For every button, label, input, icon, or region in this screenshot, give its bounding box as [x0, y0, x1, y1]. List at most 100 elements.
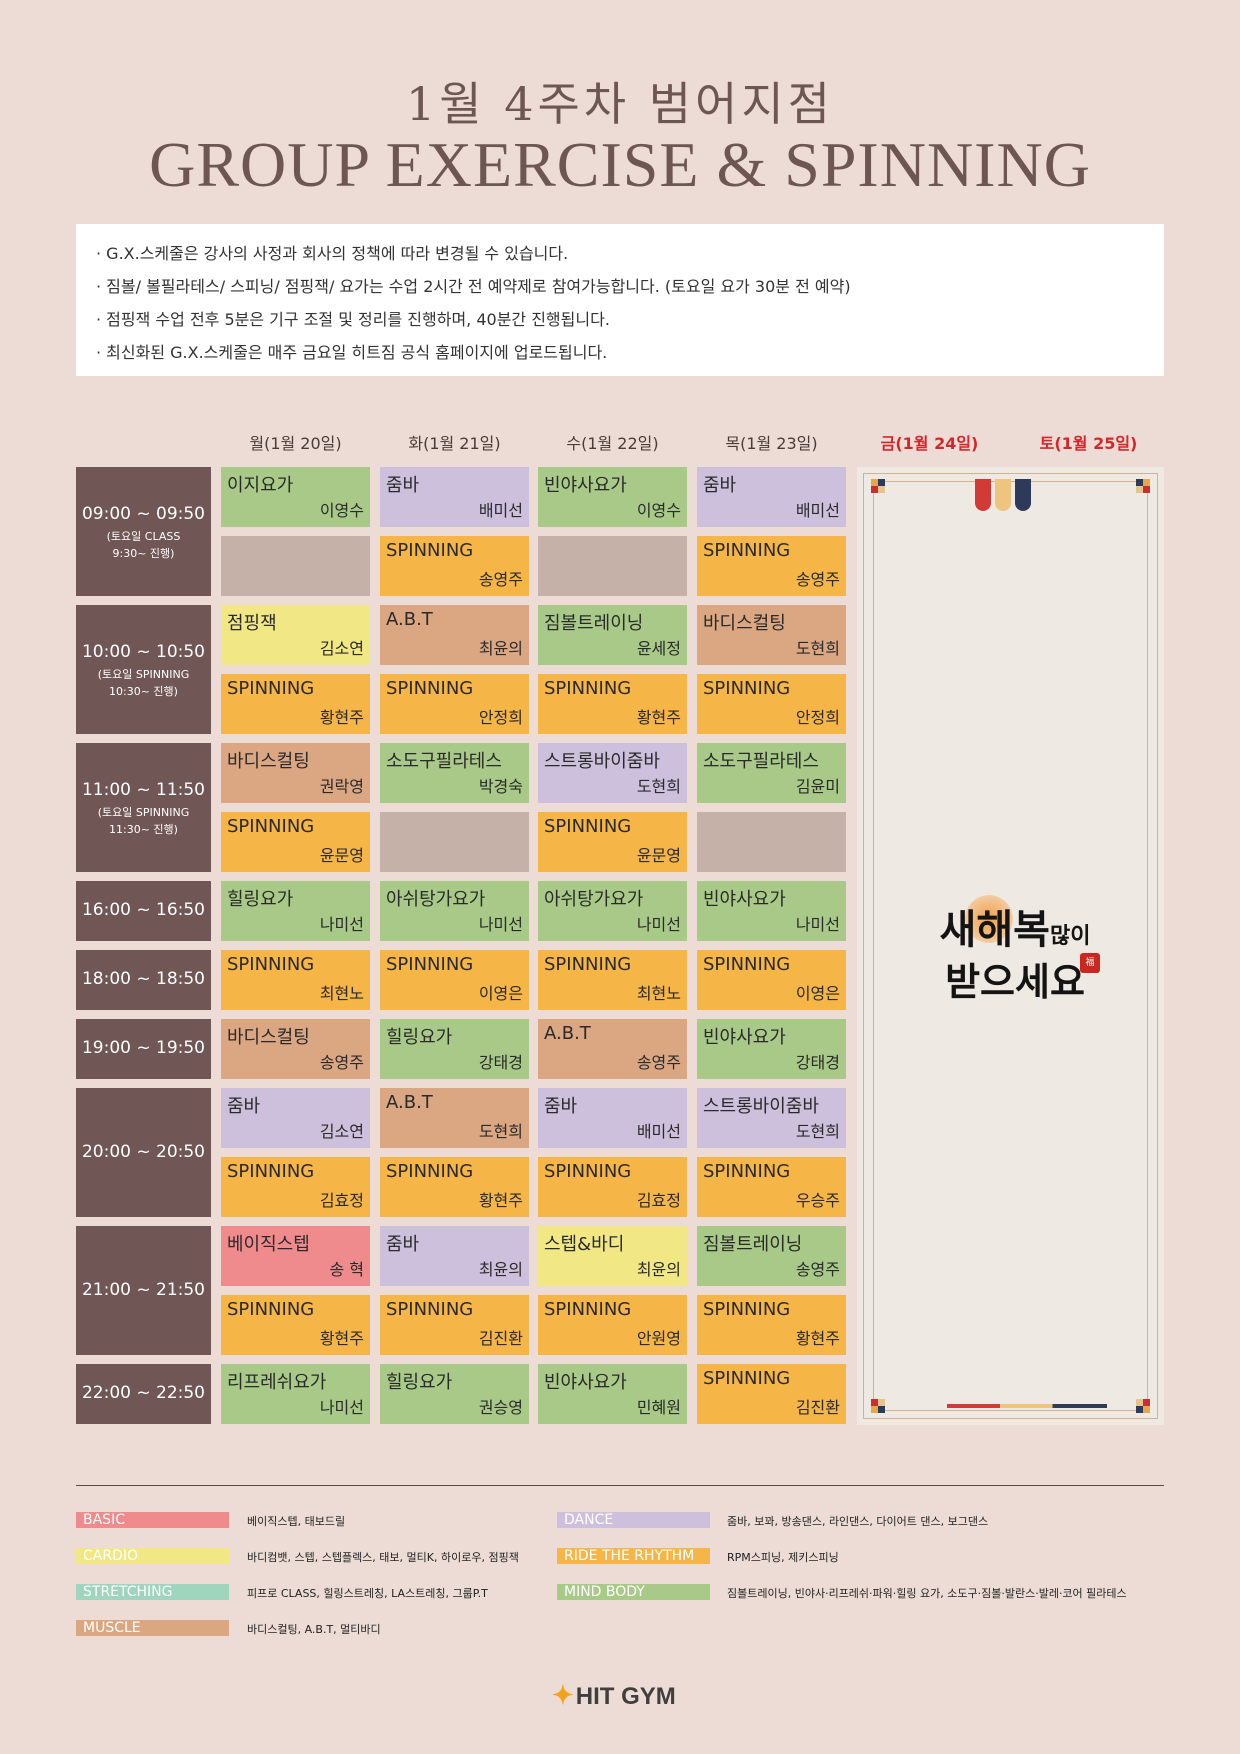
instructor-name: 황현주 [795, 1329, 840, 1348]
empty-cell [380, 812, 529, 872]
instructor-name: 나미선 [319, 915, 364, 934]
time-note: 10:30~ 진행) [109, 684, 178, 698]
class-cell: SPINNING 황현주 [538, 674, 687, 734]
class-name: SPINNING [227, 816, 315, 837]
instructor-name: 김소연 [319, 1122, 364, 1141]
class-name: 바디스컬팅 [227, 751, 310, 772]
class-cell: 빈야사요가 이영수 [538, 467, 687, 527]
time-label: 22:00 ~ 22:50 [81, 1383, 206, 1403]
holiday-panel: 새해복많이 받으세요 福 [857, 467, 1164, 1425]
instructor-name: 송영주 [319, 1053, 364, 1072]
legend-description: RPM스피닝, 제키스피닝 [727, 1551, 839, 1564]
instructor-name: 우승주 [795, 1191, 840, 1210]
class-name: SPINNING [544, 678, 632, 699]
class-cell: SPINNING 안정희 [380, 674, 529, 734]
instructor-name: 윤세정 [636, 639, 681, 658]
instructor-name: 김진환 [795, 1398, 840, 1417]
time-block: 21:00 ~ 21:50 [76, 1226, 211, 1355]
legend-description: 바디컴뱃, 스텝, 스텝플렉스, 태보, 멀티K, 하이로우, 점핑잭 [247, 1551, 519, 1564]
time-label: 18:00 ~ 18:50 [81, 969, 206, 989]
instructor-name: 이영수 [319, 501, 364, 520]
logo-text: HIT GYM [575, 1683, 676, 1710]
time-label: 16:00 ~ 16:50 [81, 900, 206, 920]
class-name: 줌바 [544, 1096, 578, 1117]
class-name: 이지요가 [227, 475, 294, 496]
class-cell: 힐링요가 나미선 [221, 881, 370, 941]
time-block: 10:00 ~ 10:50 (토요일 SPINNING 10:30~ 진행) [76, 605, 211, 734]
class-name: 줌바 [227, 1096, 261, 1117]
class-cell: A.B.T 송영주 [538, 1019, 687, 1079]
instructor-name: 도현희 [478, 1122, 523, 1141]
time-block: 22:00 ~ 22:50 [76, 1364, 211, 1424]
time-label: 21:00 ~ 21:50 [81, 1279, 206, 1300]
instructor-name: 권락영 [319, 777, 364, 796]
instructor-name: 김윤미 [795, 777, 840, 796]
legend-label: STRETCHING [76, 1584, 229, 1600]
instructor-name: 나미선 [478, 915, 523, 934]
instructor-name: 김효정 [636, 1191, 681, 1210]
class-cell: 리프레쉬요가 나미선 [221, 1364, 370, 1424]
class-name: 바디스컬팅 [227, 1027, 310, 1048]
class-name: SPINNING [227, 1161, 315, 1182]
class-name: 소도구필라테스 [386, 751, 502, 772]
notice-line: · 최신화된 G.X.스케줄은 매주 금요일 히트짐 공식 홈페이지에 업로드됩… [96, 343, 608, 362]
time-label: 20:00 ~ 20:50 [81, 1141, 206, 1162]
instructor-name: 나미선 [795, 915, 840, 934]
instructor-name: 최현노 [319, 984, 364, 1003]
class-cell: SPINNING 최현노 [221, 950, 370, 1010]
class-name: SPINNING [703, 540, 791, 561]
class-cell: 줌바 배미선 [538, 1088, 687, 1148]
greeting-line1b: 많이 [1049, 923, 1091, 949]
class-name: SPINNING [544, 1161, 632, 1182]
class-cell: SPINNING 안원영 [538, 1295, 687, 1355]
instructor-name: 도현희 [795, 639, 840, 658]
time-note: 11:30~ 진행) [109, 822, 178, 836]
class-cell: SPINNING 안정희 [697, 674, 846, 734]
class-name: SPINNING [544, 816, 632, 837]
class-name: SPINNING [703, 954, 791, 975]
class-cell: 빈야사요가 강태경 [697, 1019, 846, 1079]
class-cell: SPINNING 윤문영 [221, 812, 370, 872]
day-header-tue: 화(1월 21일) [408, 434, 501, 453]
class-cell: 스트롱바이줌바 도현희 [538, 743, 687, 803]
day-header-mon: 월(1월 20일) [249, 434, 342, 453]
legend-description: 피프로 CLASS, 힐링스트레칭, LA스트레칭, 그룹P.T [247, 1587, 488, 1600]
class-name: 빈야사요가 [544, 475, 627, 496]
class-name: SPINNING [386, 540, 474, 561]
day-header-sat: 토(1월 25일) [1039, 434, 1138, 453]
empty-cell [221, 536, 370, 596]
instructor-name: 안정희 [478, 708, 523, 727]
instructor-name: 박경숙 [478, 777, 523, 796]
instructor-name: 윤문영 [636, 846, 681, 865]
class-cell: 빈야사요가 나미선 [697, 881, 846, 941]
class-name: SPINNING [703, 1161, 791, 1182]
class-cell: 줌바 배미선 [380, 467, 529, 527]
empty-cell [697, 812, 846, 872]
time-note: (토요일 SPINNING [97, 805, 190, 819]
class-name: SPINNING [386, 678, 474, 699]
class-name: SPINNING [386, 954, 474, 975]
class-cell: SPINNING 김효정 [538, 1157, 687, 1217]
class-cell: SPINNING 황현주 [221, 1295, 370, 1355]
class-name: 줌바 [703, 475, 737, 496]
legend-label: DANCE [557, 1512, 710, 1528]
greeting-line2: 받으세요 [945, 959, 1085, 1004]
class-cell: 점핑잭 김소연 [221, 605, 370, 665]
day-header-wed: 수(1월 22일) [566, 434, 659, 453]
class-name: SPINNING [386, 1299, 474, 1320]
time-label: 19:00 ~ 19:50 [81, 1038, 206, 1058]
legend-label: BASIC [76, 1512, 229, 1528]
panel-frame-inner [863, 473, 1158, 1419]
instructor-name: 안원영 [636, 1329, 681, 1348]
class-name: 줌바 [386, 475, 420, 496]
instructor-name: 안정희 [795, 708, 840, 727]
instructor-name: 강태경 [478, 1053, 523, 1072]
instructor-name: 송영주 [795, 1260, 840, 1279]
time-block: 18:00 ~ 18:50 [76, 950, 211, 1010]
class-name: 짐볼트레이닝 [703, 1234, 803, 1255]
holiday-greeting: 새해복많이 받으세요 [905, 907, 1125, 1005]
